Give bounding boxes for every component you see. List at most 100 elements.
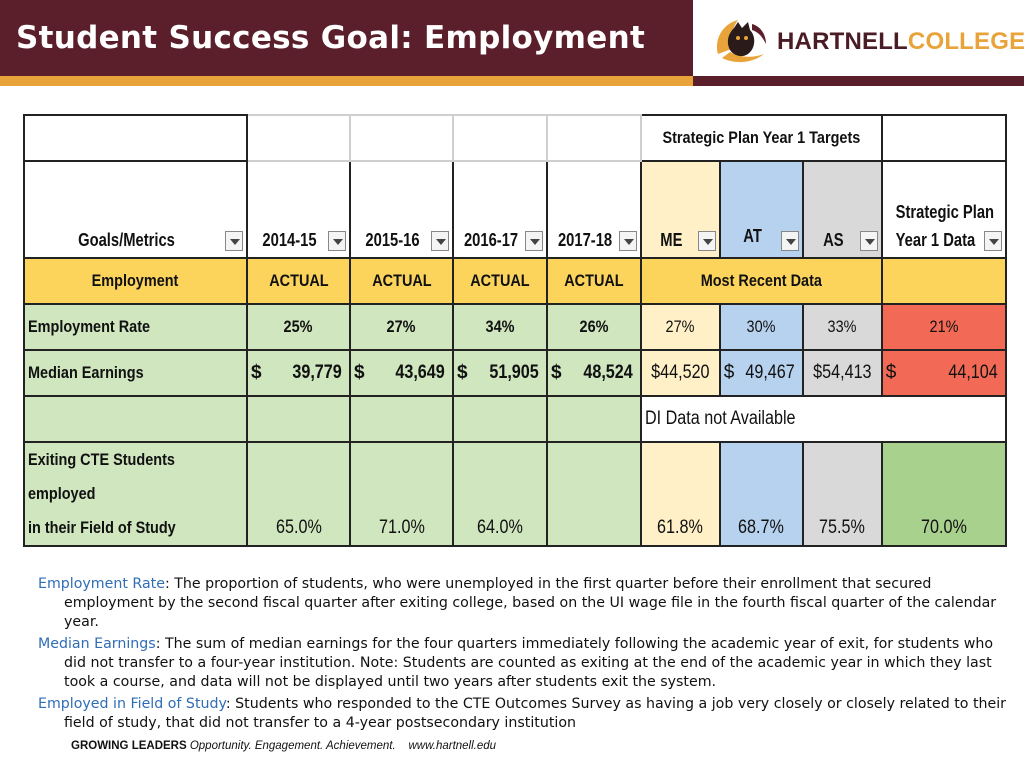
rate-value: 25% xyxy=(284,317,313,336)
cte-strategic-data: 70.0% xyxy=(880,441,1007,547)
cte-value: 75.5% xyxy=(819,517,866,538)
earnings-as: $54,413 xyxy=(801,349,883,397)
empty-cell xyxy=(452,395,548,443)
empty-cell xyxy=(546,114,642,162)
column-header-at[interactable]: AT xyxy=(718,160,804,259)
rate-at: 30% xyxy=(718,303,804,351)
actual-cell: ACTUAL xyxy=(546,257,642,305)
rate-2014-15: 25% xyxy=(246,303,351,351)
cte-value: 68.7% xyxy=(738,517,785,538)
di-data-not-available-label: DI Data not Available xyxy=(645,408,796,429)
logo-text-hartnell: HARTNELL xyxy=(777,28,908,55)
strategic-targets-label: Strategic Plan Year 1 Targets xyxy=(662,128,861,147)
currency-symbol: $ xyxy=(723,362,735,383)
header-title-bar: Student Success Goal: Employment xyxy=(0,0,693,76)
rate-value: 30% xyxy=(746,317,776,336)
empty-cell xyxy=(880,114,1007,162)
note-median-earnings: Median Earnings: The sum of median earni… xyxy=(38,635,1010,692)
earnings-strategic-data: $44,104 xyxy=(880,349,1007,397)
actual-label: ACTUAL xyxy=(371,271,432,290)
actual-label: ACTUAL xyxy=(564,271,624,290)
earnings-value: 43,649 xyxy=(395,362,445,383)
filter-dropdown-icon[interactable] xyxy=(431,231,449,251)
footer-motto: Opportunity. Engagement. Achievement. xyxy=(189,740,396,752)
empty-cell xyxy=(546,395,642,443)
earnings-value: $44,520 xyxy=(651,362,710,383)
note-employment-rate: Employment Rate: The proportion of stude… xyxy=(38,575,1010,632)
column-header-2017-18[interactable]: 2017-18 xyxy=(546,160,642,259)
earnings-me: $44,520 xyxy=(640,349,721,397)
footer-url: www.hartnell.edu xyxy=(408,740,497,752)
currency-symbol: $ xyxy=(251,362,262,383)
earnings-at: $49,467 xyxy=(718,349,804,397)
filter-dropdown-icon[interactable] xyxy=(525,231,543,251)
note-term: Median Earnings xyxy=(38,636,156,652)
cte-as: 75.5% xyxy=(801,441,883,547)
earnings-2017-18: $48,524 xyxy=(546,349,642,397)
cte-label-line-1: Exiting CTE Students employed xyxy=(28,450,175,503)
column-header-2014-15[interactable]: 2014-15 xyxy=(246,160,351,259)
logo-text-college: COLLEGE xyxy=(907,28,1024,55)
note-text: : Students who responded to the CTE Outc… xyxy=(64,696,1007,731)
column-header-2016-17[interactable]: 2016-17 xyxy=(452,160,548,259)
goals-metrics-label: Goals/Metrics xyxy=(78,230,175,250)
filter-dropdown-icon[interactable] xyxy=(225,231,243,251)
empty-cell xyxy=(246,114,351,162)
header-accent-bar xyxy=(0,76,693,86)
filter-dropdown-icon[interactable] xyxy=(328,231,346,251)
cte-2016-17: 64.0% xyxy=(452,441,548,547)
cte-me: 61.8% xyxy=(640,441,721,547)
cte-2014-15: 65.0% xyxy=(246,441,351,547)
column-header-2015-16[interactable]: 2015-16 xyxy=(349,160,454,259)
filter-dropdown-icon[interactable] xyxy=(859,231,878,251)
earnings-value: 49,467 xyxy=(745,362,795,383)
me-label: ME xyxy=(660,230,683,250)
as-label: AS xyxy=(823,230,844,250)
note-text: : The sum of median earnings for the fou… xyxy=(64,636,994,690)
cte-2015-16: 71.0% xyxy=(349,441,454,547)
currency-symbol: $ xyxy=(551,362,562,383)
header-banner: Student Success Goal: Employment HARTNEL… xyxy=(0,0,1024,86)
rate-strategic-data: 21% xyxy=(880,303,1007,351)
filter-dropdown-icon[interactable] xyxy=(619,231,637,251)
employment-rate-label-cell: Employment Rate xyxy=(23,303,248,351)
filter-dropdown-icon[interactable] xyxy=(697,231,716,251)
empty-cell xyxy=(23,114,248,162)
rate-2017-18: 26% xyxy=(546,303,642,351)
median-earnings-label: Median Earnings xyxy=(28,363,144,382)
empty-cell xyxy=(349,114,454,162)
year-1-data-label: Year 1 Data xyxy=(895,230,976,250)
empty-cell xyxy=(349,395,454,443)
rate-value: 26% xyxy=(579,317,609,336)
empty-cell xyxy=(452,114,548,162)
column-header-me[interactable]: ME xyxy=(640,160,721,259)
actual-cell: ACTUAL xyxy=(349,257,454,305)
earnings-value: 44,104 xyxy=(948,362,998,383)
actual-cell: ACTUAL xyxy=(452,257,548,305)
empty-cell xyxy=(23,395,248,443)
empty-cell xyxy=(880,257,1007,305)
column-header-strategic-data[interactable]: Strategic Plan Year 1 Data xyxy=(880,160,1007,259)
filter-dropdown-icon[interactable] xyxy=(983,231,1002,251)
note-term: Employment Rate xyxy=(38,576,165,592)
footer: GROWING LEADERS Opportunity. Engagement.… xyxy=(71,740,496,752)
rate-value: 33% xyxy=(827,317,857,336)
cte-value: 70.0% xyxy=(920,517,967,538)
hartnell-panther-logo-icon xyxy=(716,20,766,63)
rate-value: 34% xyxy=(485,317,515,336)
currency-symbol: $ xyxy=(457,362,468,383)
cte-label-line-2: in their Field of Study xyxy=(28,518,176,537)
filter-dropdown-icon[interactable] xyxy=(780,231,799,251)
rate-value: 27% xyxy=(665,317,695,336)
earnings-2015-16: $43,649 xyxy=(349,349,454,397)
at-label: AT xyxy=(743,226,762,246)
header-accent-bar-dark xyxy=(693,76,1024,86)
cte-value: 71.0% xyxy=(378,517,425,538)
table-header-row-2: Goals/Metrics 2014-15 2015-16 2016-17 20… xyxy=(23,160,1007,259)
currency-symbol: $ xyxy=(885,362,897,383)
column-header-goals[interactable]: Goals/Metrics xyxy=(23,160,248,259)
cte-at: 68.7% xyxy=(718,441,804,547)
employment-section-row: Employment ACTUAL ACTUAL ACTUAL ACTUAL M… xyxy=(23,257,1007,305)
column-header-as[interactable]: AS xyxy=(801,160,883,259)
most-recent-data-cell: Most Recent Data xyxy=(640,257,883,305)
